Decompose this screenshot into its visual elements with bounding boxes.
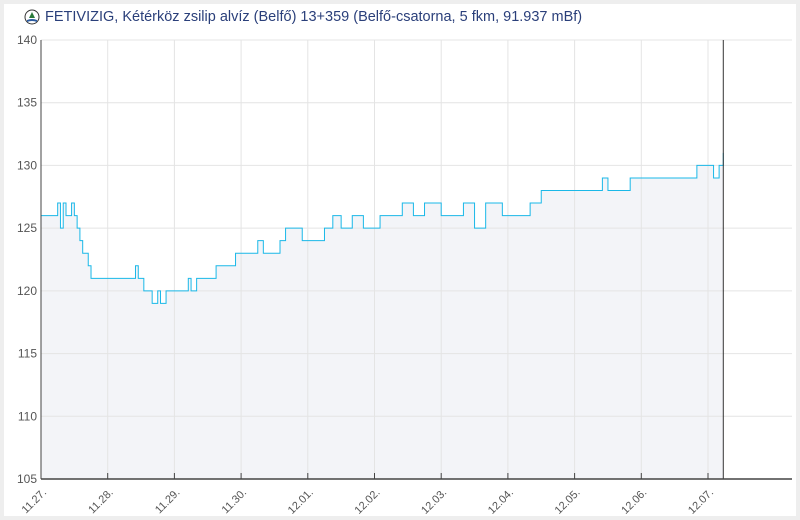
y-tick-label: 140: [17, 33, 37, 47]
x-tick-label: 12.02.: [353, 487, 383, 516]
y-tick-label: 120: [17, 284, 37, 298]
x-tick-label: 12.07.: [686, 487, 716, 516]
y-tick-label: 125: [17, 221, 37, 235]
x-tick-label: 12.03.: [419, 487, 449, 516]
y-tick-label: 115: [18, 347, 37, 361]
y-tick-label: 135: [17, 96, 37, 110]
area-fill: [41, 152, 724, 479]
x-tick-label: 12.06.: [619, 487, 649, 516]
y-tick-label: 110: [18, 409, 37, 423]
x-tick-label: 11.30.: [220, 487, 250, 516]
chart-panel: FETIVIZIG, Kétérköz zsilip alvíz (Belfő)…: [4, 4, 796, 516]
x-tick-label: 11.28.: [86, 487, 116, 516]
chart-title: FETIVIZIG, Kétérköz zsilip alvíz (Belfő)…: [24, 9, 582, 25]
x-tick-label: 11.27.: [20, 487, 50, 516]
y-tick-label: 105: [17, 472, 37, 486]
y-tick-label: 130: [17, 158, 37, 172]
x-tick-label: 12.04.: [486, 487, 516, 516]
x-tick-label: 12.01.: [286, 487, 316, 516]
x-tick-label: 12.05.: [553, 487, 583, 516]
plot-area: 105 110 115 120 125 130 135 140 11.27. 11.28. 11.2…: [17, 33, 792, 516]
x-tick-label: 11.29.: [153, 487, 183, 516]
series-line: [41, 152, 724, 304]
fetivizig-logo-icon: [24, 9, 40, 25]
